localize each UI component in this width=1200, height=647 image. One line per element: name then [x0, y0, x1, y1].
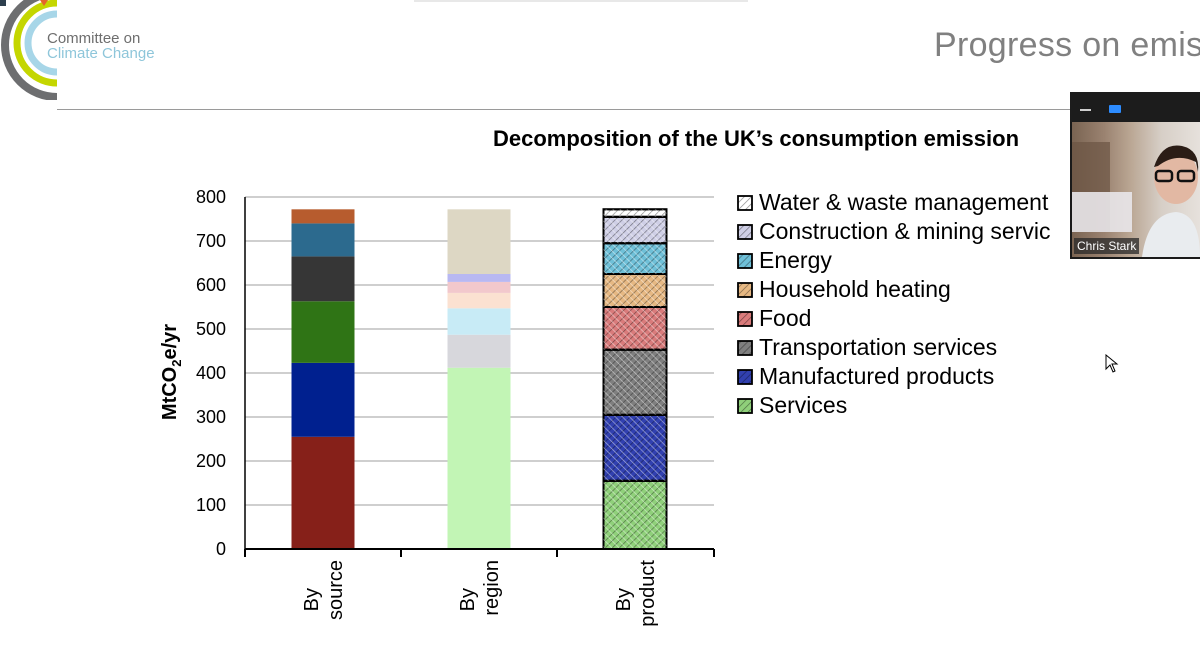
bar-segment — [447, 334, 511, 368]
y-axis-label: MtCO2e/yr — [159, 324, 184, 420]
bar-segment-hatch — [603, 274, 667, 307]
category-label-line: By — [457, 588, 479, 611]
y-tick-label: 0 — [216, 539, 226, 559]
bar-segment-hatch — [603, 243, 667, 274]
legend-swatch-hatch — [737, 282, 753, 298]
bar-segment-hatch — [603, 307, 667, 350]
legend-swatch-hatch — [737, 340, 753, 356]
participant-silhouette-icon — [1072, 142, 1200, 257]
category-label-line: By — [613, 588, 635, 611]
legend-swatch-hatch — [737, 369, 753, 385]
category-label-line: source — [325, 560, 347, 620]
category-labels: By source By region By product — [301, 560, 659, 627]
category-label-line: product — [637, 560, 659, 627]
bar-segment-hatch — [603, 216, 667, 244]
minimize-icon[interactable] — [1080, 109, 1091, 111]
category-label-line: region — [481, 560, 503, 616]
top-edge-bar — [414, 0, 748, 2]
legend-label: Water & waste management — [759, 189, 1049, 215]
legend-label: Construction & mining servic — [759, 218, 1050, 244]
logo-line-2: Climate Change — [47, 45, 155, 62]
bar-segment-hatch — [603, 480, 667, 549]
bar-segment — [447, 292, 511, 309]
category-label: By region — [457, 560, 503, 616]
bar-segment-hatch — [603, 414, 667, 481]
video-feed — [1072, 122, 1200, 257]
legend-label: Food — [759, 305, 811, 331]
bar-segment — [291, 362, 355, 437]
legend-swatch-hatch — [737, 398, 753, 414]
ccc-logo: Committee on Climate Change — [0, 0, 200, 101]
legend-label: Services — [759, 392, 847, 418]
legend-label: Household heating — [759, 276, 951, 302]
bars — [291, 208, 668, 550]
bar-segment — [447, 209, 511, 274]
logo-line-1: Committee on — [47, 30, 141, 47]
y-axis-ticks: 0 100 200 300 400 500 600 700 800 — [196, 187, 226, 559]
y-tick-label: 100 — [196, 495, 226, 515]
legend-swatch-hatch — [737, 253, 753, 269]
y-tick-label: 500 — [196, 319, 226, 339]
chart-title: Decomposition of the UK’s consumption em… — [493, 126, 1020, 151]
legend-swatch-hatch — [737, 224, 753, 240]
y-tick-label: 600 — [196, 275, 226, 295]
category-label: By source — [301, 560, 347, 620]
bar-segment — [447, 274, 511, 282]
bar-segment — [447, 367, 511, 549]
logo-text: Committee on Climate Change — [47, 31, 155, 61]
legend: Water & waste management Construction & m… — [737, 189, 1050, 418]
y-tick-label: 800 — [196, 187, 226, 207]
bar-segment — [291, 256, 355, 302]
bar-segment-hatch — [603, 209, 667, 217]
bar-segment — [447, 308, 511, 335]
bar-segment — [447, 281, 511, 293]
bar-segment-hatch — [603, 349, 667, 415]
legend-label: Energy — [759, 247, 832, 273]
legend-swatch-hatch — [737, 195, 753, 211]
header-divider — [57, 109, 1200, 110]
slide-title: Progress on emis — [934, 26, 1200, 64]
video-participant-tile[interactable]: Chris Stark — [1070, 92, 1200, 259]
y-tick-label: 300 — [196, 407, 226, 427]
video-toolbar — [1070, 92, 1200, 122]
y-tick-label: 200 — [196, 451, 226, 471]
axes — [244, 197, 715, 557]
category-label: By product — [613, 560, 659, 627]
y-tick-label: 700 — [196, 231, 226, 251]
category-label-line: By — [301, 588, 323, 611]
bar-segment — [291, 436, 355, 549]
y-tick-label: 400 — [196, 363, 226, 383]
legend-swatch-hatch — [737, 311, 753, 327]
mouse-cursor-icon — [1105, 354, 1119, 373]
participant-name: Chris Stark — [1074, 238, 1140, 254]
bar-segment — [291, 301, 355, 363]
bar-segment — [291, 209, 355, 224]
bar-segment — [291, 223, 355, 257]
legend-label: Manufactured products — [759, 363, 994, 389]
logo-rings-icon — [0, 0, 58, 101]
share-screen-icon[interactable] — [1109, 105, 1121, 113]
legend-label: Transportation services — [759, 334, 997, 360]
